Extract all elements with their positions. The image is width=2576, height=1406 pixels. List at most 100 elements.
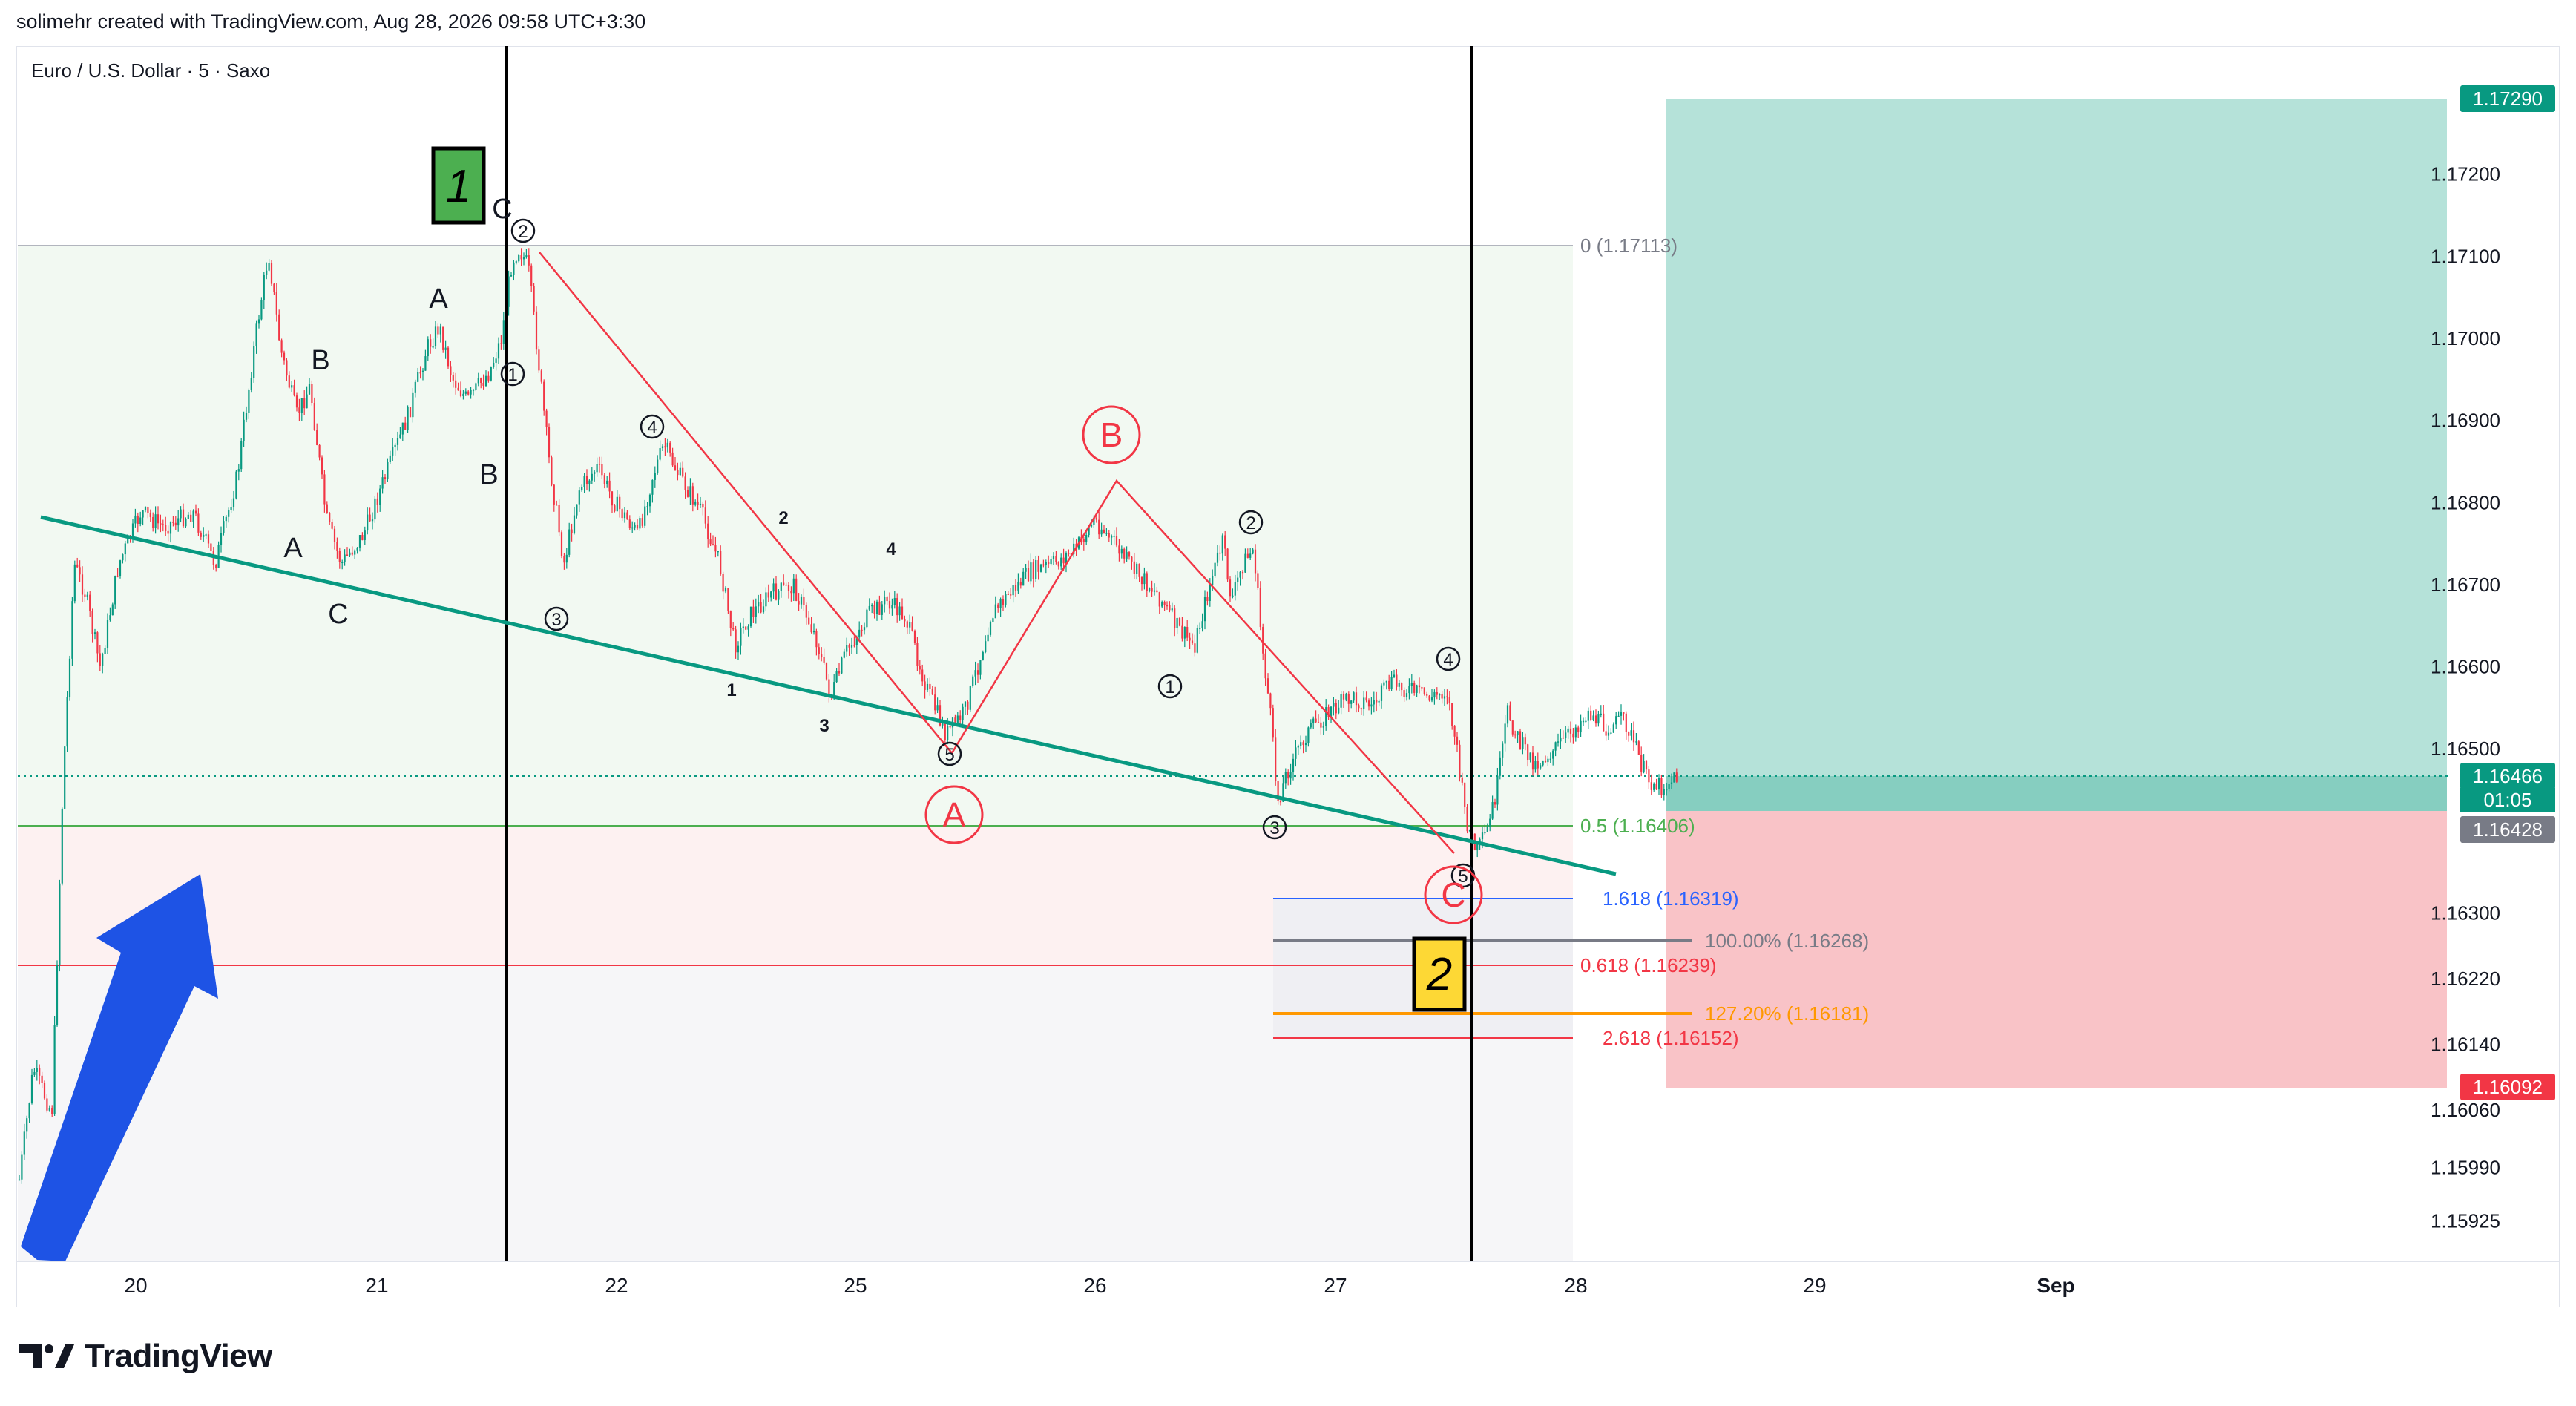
y-tick-label: 1.17100 xyxy=(2431,245,2500,267)
wave-circled-label: 1 xyxy=(507,365,517,385)
candle-body xyxy=(863,627,866,631)
candle-body xyxy=(1367,700,1370,707)
candle-body xyxy=(1035,559,1037,579)
chart-title: Euro / U.S. Dollar · 5 · Saxo xyxy=(31,59,270,82)
candle-body xyxy=(954,717,956,724)
candle-body xyxy=(1459,744,1461,778)
position-loss-zone[interactable] xyxy=(1666,811,2447,1088)
candle-body xyxy=(812,630,815,633)
candle-body xyxy=(901,606,904,619)
position-profit-zone[interactable] xyxy=(1666,99,2447,811)
candle-body xyxy=(61,808,63,884)
candle-body xyxy=(646,506,648,507)
candle-body xyxy=(1307,727,1310,743)
candle-body xyxy=(1657,778,1660,790)
candle-body xyxy=(601,464,603,476)
candle-body xyxy=(664,446,666,448)
candle-body xyxy=(144,507,147,511)
candle-body xyxy=(1234,582,1236,596)
candle-body xyxy=(510,275,513,277)
candle-body xyxy=(432,346,434,348)
candle-body xyxy=(659,448,661,460)
price-badge-entry xyxy=(2460,816,2555,843)
candle-body xyxy=(1630,730,1632,736)
candle-body xyxy=(280,340,283,353)
wave-red-circle xyxy=(1424,865,1483,924)
candle-body xyxy=(401,422,404,435)
candle-body xyxy=(1300,742,1302,746)
candle-body xyxy=(367,514,369,531)
candle-body xyxy=(192,510,194,522)
candle-body xyxy=(490,367,492,381)
candle-body xyxy=(369,514,371,522)
candle-body xyxy=(200,532,202,537)
candle-body xyxy=(1317,722,1320,723)
candle-body xyxy=(735,629,737,653)
candle-body xyxy=(293,385,295,396)
candle-body xyxy=(182,509,185,527)
candle-body xyxy=(1650,782,1652,790)
candle-body xyxy=(384,477,387,479)
y-tick-label: 1.16220 xyxy=(2431,968,2500,990)
candle-body xyxy=(1057,562,1059,567)
candle-body xyxy=(326,504,328,513)
candle-body xyxy=(821,654,823,657)
candle-body xyxy=(785,584,787,586)
candle-body xyxy=(1517,731,1519,735)
candle-body xyxy=(591,473,593,481)
candle-body xyxy=(654,473,656,480)
top-bar: solimehr created with TradingView.com, A… xyxy=(0,0,2576,45)
candle-body xyxy=(197,513,200,533)
price-badge-text: 1.17290 xyxy=(2473,88,2543,110)
candle-body xyxy=(909,622,911,628)
candle-body xyxy=(896,598,898,616)
candle-body xyxy=(740,628,742,646)
candle-body xyxy=(745,626,747,630)
candle-body xyxy=(1428,695,1430,701)
candle-body xyxy=(220,533,223,545)
candle-body xyxy=(414,381,416,393)
candle-body xyxy=(487,375,490,381)
wave-red-circle xyxy=(924,785,984,844)
candle-body xyxy=(1186,626,1189,638)
candle-body xyxy=(949,726,951,728)
candle-body xyxy=(666,442,668,448)
candle-body xyxy=(1266,678,1269,694)
candle-body xyxy=(1221,535,1223,554)
candle-body xyxy=(59,883,61,965)
candle-body xyxy=(1014,585,1017,591)
abc-zigzag[interactable] xyxy=(539,252,1455,854)
candle-body xyxy=(1441,694,1443,699)
candle-body xyxy=(886,597,888,602)
candle-body xyxy=(606,480,608,484)
candle-body xyxy=(313,403,315,430)
trendline[interactable] xyxy=(40,515,1617,876)
candle-body xyxy=(1146,573,1148,591)
candle-body xyxy=(1310,723,1312,728)
candle-body xyxy=(180,509,182,519)
candle-body xyxy=(291,385,293,388)
candle-body xyxy=(1005,594,1007,605)
candle-body xyxy=(260,300,263,320)
wave-circle xyxy=(640,414,665,439)
candle-body xyxy=(122,554,124,561)
candle-body xyxy=(967,701,969,710)
candle-body xyxy=(467,391,470,395)
candle-body xyxy=(46,1098,48,1111)
candle-body xyxy=(73,564,76,602)
x-tick-label: 29 xyxy=(1803,1274,1826,1297)
candle-body xyxy=(253,346,255,378)
candle-body xyxy=(709,539,712,545)
candle-body xyxy=(1670,782,1673,784)
wave-circled-label: 1 xyxy=(1165,677,1174,697)
candle-body xyxy=(1138,563,1140,577)
candle-body xyxy=(906,621,908,628)
wave-red-label: B xyxy=(1100,415,1123,454)
candle-body xyxy=(1585,720,1587,723)
candle-body xyxy=(278,314,280,341)
candle-body xyxy=(1052,556,1055,559)
candle-body xyxy=(273,283,275,292)
candle-body xyxy=(651,479,654,495)
candle-body xyxy=(1232,595,1234,597)
